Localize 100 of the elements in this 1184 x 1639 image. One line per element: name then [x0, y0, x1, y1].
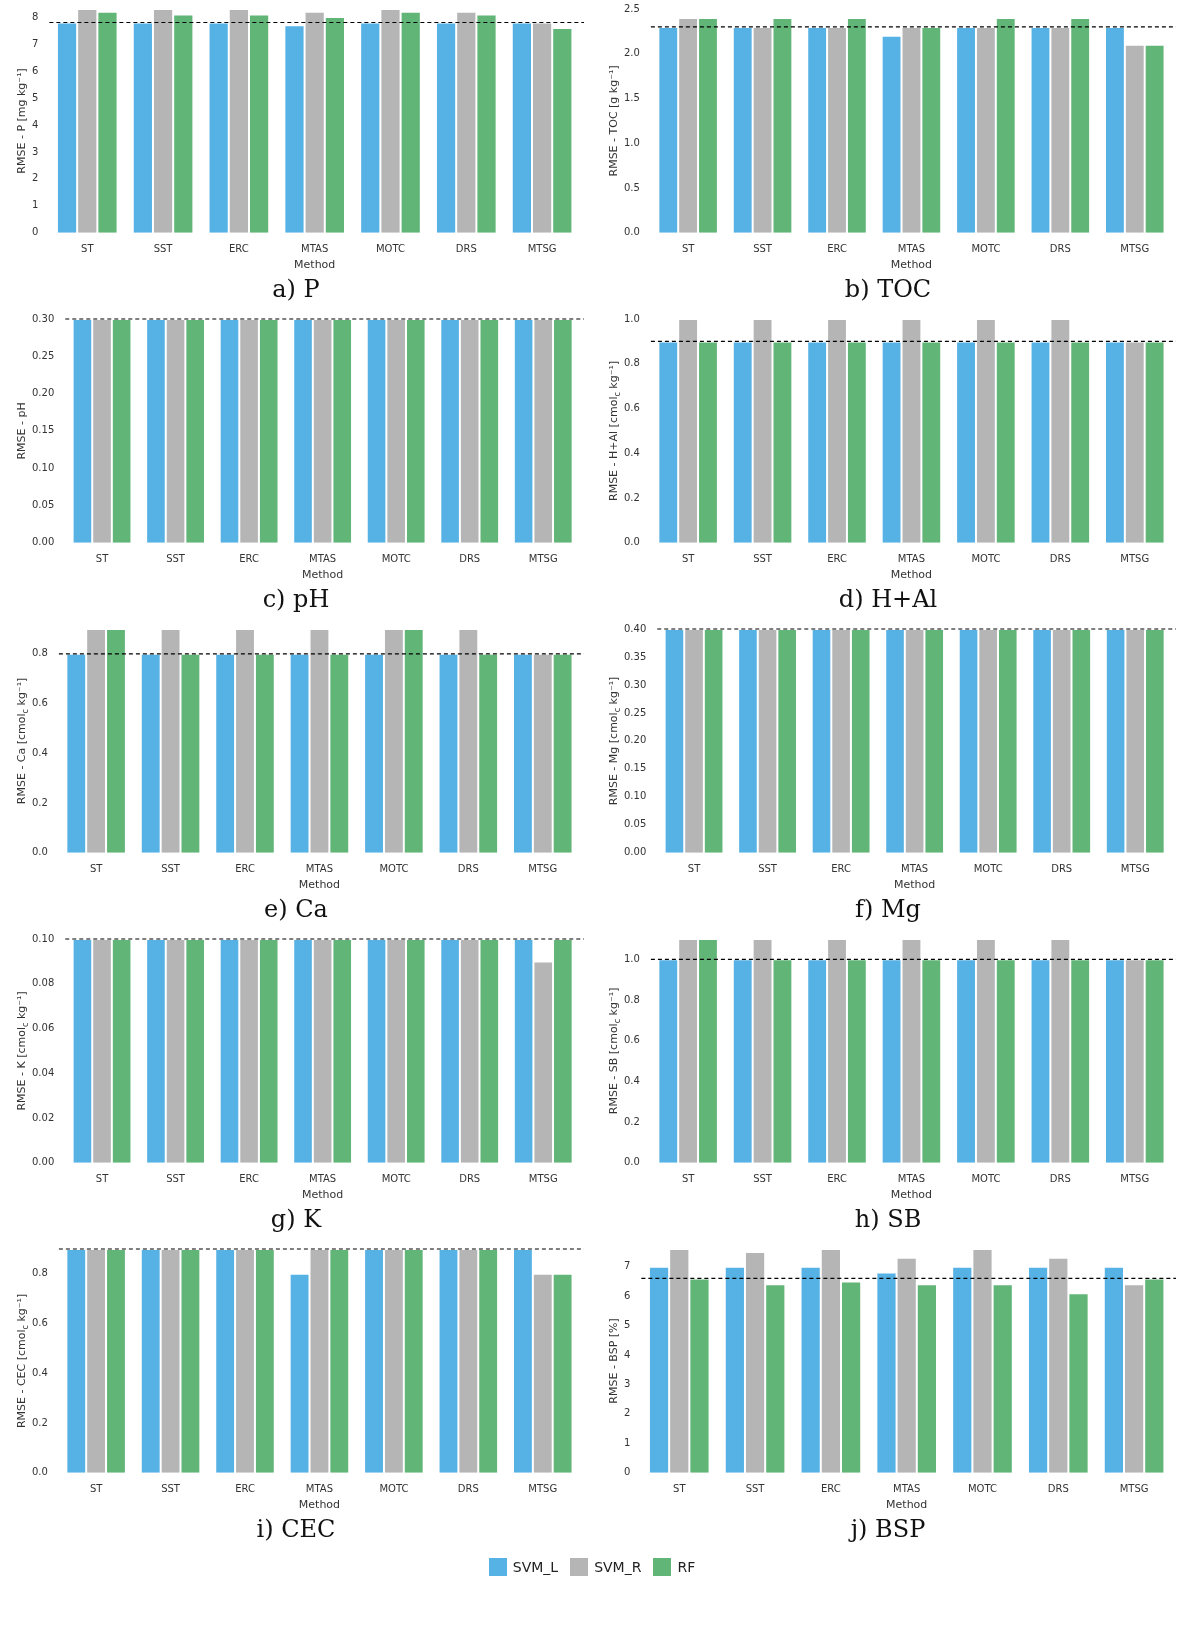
y-tick-label: 0.00 [31, 536, 54, 548]
x-tick-label: MTSG [527, 1483, 557, 1495]
y-tick-label: 1.0 [623, 136, 640, 148]
x-tick-label: SST [160, 863, 181, 875]
x-tick-label: DRS [458, 1173, 480, 1185]
y-tick-label: 1.0 [623, 952, 640, 964]
text: b) TOC [844, 274, 932, 304]
y-tick-label: 7 [31, 37, 38, 49]
x-tick-label: MTAS [897, 243, 925, 255]
y-tick-label: 4 [623, 1348, 630, 1360]
x-tick-label: ST [681, 1173, 695, 1185]
x-tick-label: ST [687, 863, 701, 875]
y-tick-label: 0.8 [623, 993, 640, 1005]
y-tick-label: 6 [623, 1289, 630, 1301]
text: c) pH [262, 584, 330, 614]
x-tick-label: ERC [826, 1173, 847, 1185]
y-tick-label: 0.15 [623, 762, 646, 774]
y-axis-title: RMSE - CEC [cmolc kg⁻¹] [14, 1293, 30, 1429]
x-tick-label: MOTC [967, 1483, 997, 1495]
text: d) H+Al [838, 584, 938, 614]
y-axis-title: RMSE - Mg [cmolc kg⁻¹] [606, 676, 622, 806]
x-tick-label: ST [681, 243, 695, 255]
x-axis-title: Method [298, 1498, 340, 1512]
x-tick-label: ERC [238, 553, 259, 565]
y-tick-label: 0.05 [31, 499, 54, 511]
x-tick-label: ERC [234, 863, 255, 875]
y-tick-label: 0.4 [623, 1075, 640, 1087]
y-tick-label: 0.4 [31, 746, 48, 758]
x-axis-title: Method [890, 1188, 932, 1202]
y-tick-label: 0.5 [623, 181, 640, 193]
x-tick-label: DRS [1047, 1483, 1069, 1495]
x-tick-label: ST [681, 553, 695, 565]
y-tick-label: 0 [623, 1466, 630, 1478]
x-tick-label: ERC [830, 863, 851, 875]
y-tick-label: 0.08 [31, 977, 54, 989]
y-tick-label: 1.0 [623, 312, 640, 324]
y-tick-label: 1 [31, 199, 38, 211]
x-tick-label: SST [153, 243, 173, 255]
x-tick-label: MTSG [1119, 243, 1149, 255]
text: a) P [272, 274, 320, 304]
legend-label: RF [677, 1559, 696, 1575]
x-axis-title: Method [301, 568, 343, 582]
y-tick-label: 0.25 [31, 349, 54, 361]
y-axis-title: RMSE - H+Al [cmolc kg⁻¹] [606, 360, 622, 501]
y-tick-label: 0.00 [31, 1156, 54, 1168]
y-axis-title: RMSE - K [cmolc kg⁻¹] [14, 991, 30, 1111]
y-tick-label: 0.20 [31, 387, 54, 399]
y-tick-label: 0.6 [31, 1317, 48, 1329]
x-tick-label: SST [165, 553, 186, 565]
x-tick-label: MOTC [381, 553, 411, 565]
y-axis-title: RMSE - TOC [g kg⁻¹] [606, 65, 620, 177]
y-tick-label: 4 [31, 118, 38, 130]
x-tick-label: MTAS [892, 1483, 920, 1495]
x-tick-label: ERC [826, 243, 847, 255]
y-tick-label: 0.10 [31, 932, 54, 944]
x-axis-title: Method [890, 568, 932, 582]
y-tick-label: 0.0 [31, 846, 48, 858]
x-tick-label: SST [745, 1483, 765, 1495]
legend-label: SVM_R [594, 1559, 642, 1575]
y-tick-label: 0.2 [31, 1416, 48, 1428]
x-tick-label: DRS [1049, 553, 1071, 565]
x-axis-title: Method [298, 878, 340, 892]
y-tick-label: 2.5 [623, 2, 640, 14]
y-tick-label: 0 [31, 226, 38, 238]
y-axis-title: RMSE - Ca [cmolc kg⁻¹] [14, 677, 30, 805]
x-tick-label: ERC [238, 1173, 259, 1185]
y-tick-label: 0.30 [623, 678, 646, 690]
y-axis-title: RMSE - P [mg kg⁻¹] [14, 68, 28, 174]
y-tick-label: 0.6 [31, 697, 48, 709]
x-axis-title: Method [890, 258, 932, 272]
y-tick-label: 0.10 [623, 790, 646, 802]
x-tick-label: MOTC [970, 1173, 1000, 1185]
x-tick-label: MTSG [527, 863, 557, 875]
y-tick-label: 0.6 [623, 1034, 640, 1046]
y-tick-label: 3 [623, 1378, 630, 1390]
y-tick-label: 0.0 [623, 226, 640, 238]
x-axis-title: Method [301, 1188, 343, 1202]
x-tick-label: SST [752, 1173, 773, 1185]
text: f) Mg [855, 894, 921, 924]
y-tick-label: 6 [31, 64, 38, 76]
y-tick-label: 0.6 [623, 402, 640, 414]
y-tick-label: 0.20 [623, 734, 646, 746]
y-tick-label: 0.8 [31, 647, 48, 659]
y-tick-label: 0.40 [623, 622, 646, 634]
x-tick-label: MOTC [970, 243, 1000, 255]
x-tick-label: MTAS [900, 863, 928, 875]
x-tick-label: ST [95, 553, 109, 565]
x-tick-label: ERC [826, 553, 847, 565]
y-tick-label: 0.4 [623, 446, 640, 458]
x-tick-label: DRS [1049, 243, 1071, 255]
y-tick-label: 0.8 [623, 357, 640, 369]
x-tick-label: SST [757, 863, 778, 875]
x-tick-label: ERC [228, 243, 249, 255]
y-tick-label: 0.0 [623, 536, 640, 548]
y-tick-label: 0.2 [623, 491, 640, 503]
x-tick-label: SST [752, 243, 773, 255]
text: h) SB [854, 1204, 922, 1234]
text: g) K [270, 1204, 322, 1234]
y-tick-label: 7 [623, 1260, 630, 1272]
x-tick-label: MTSG [1119, 553, 1149, 565]
